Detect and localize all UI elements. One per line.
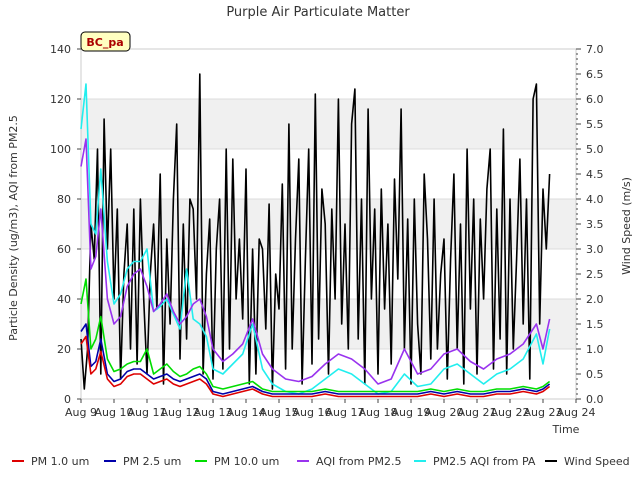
x-tick-label: Aug 21 <box>458 406 497 419</box>
site-badge: BC_pa <box>80 31 131 52</box>
y-tick-label: 0 <box>64 393 71 406</box>
y-tick-label: 80 <box>57 193 71 206</box>
series-line-pm2-5-aqi-from-pa <box>80 83 551 395</box>
y-tick-label: 40 <box>57 293 71 306</box>
y2-tick-label: 5.5 <box>586 118 604 131</box>
y2-tick-label: 1.5 <box>586 318 604 331</box>
x-axis-label: Time <box>552 423 580 436</box>
x-tick-label: Aug 20 <box>425 406 464 419</box>
y-tick-label: 120 <box>50 93 71 106</box>
legend-item: PM 10.0 um <box>195 455 279 468</box>
x-tick-label: Aug 15 <box>260 406 299 419</box>
y-tick-label: 140 <box>50 43 71 56</box>
y2-tick-label: 1.0 <box>586 343 604 356</box>
series-line-pm-1-0-um <box>80 335 551 398</box>
y2-tick-label: 3.0 <box>586 243 604 256</box>
legend-label: PM 2.5 um <box>123 455 181 468</box>
y2-tick-label: 2.0 <box>586 293 604 306</box>
background-band <box>81 199 576 249</box>
series-layer <box>80 73 551 398</box>
series-line-wind-speed <box>80 73 551 390</box>
legend-item: PM 1.0 um <box>12 455 89 468</box>
y2-tick-label: 4.5 <box>586 168 604 181</box>
x-tick-label: Aug 22 <box>491 406 530 419</box>
y-tick-label: 100 <box>50 143 71 156</box>
x-tick-label: Aug 16 <box>293 406 332 419</box>
y2-tick-label: 6.5 <box>586 68 604 81</box>
y2-tick-label: 2.5 <box>586 268 604 281</box>
legend-label: AQI from PM2.5 <box>316 455 401 468</box>
legend-item: Wind Speed <box>545 455 630 468</box>
x-tick-label: Aug 24 <box>557 406 596 419</box>
series-line-pm-10-0-um <box>80 278 551 393</box>
background-bands <box>81 99 576 349</box>
y2-tick-label: 6.0 <box>586 93 604 106</box>
x-tick-label: Aug 23 <box>524 406 563 419</box>
y2-tick-label: 0.0 <box>586 393 604 406</box>
legend-label: PM 10.0 um <box>214 455 279 468</box>
y2-tick-label: 7.0 <box>586 43 604 56</box>
x-tick-label: Aug 11 <box>128 406 167 419</box>
x-tick-label: Aug 18 <box>359 406 398 419</box>
y2-tick-label: 0.5 <box>586 368 604 381</box>
background-band <box>81 99 576 149</box>
x-tick-label: Aug 9 <box>65 406 97 419</box>
legend-label: PM2.5 AQI from PA <box>433 455 536 468</box>
x-tick-label: Aug 19 <box>392 406 431 419</box>
legend-label: PM 1.0 um <box>31 455 89 468</box>
x-tick-label: Aug 10 <box>95 406 134 419</box>
chart-title: Purple Air Particulate Matter <box>226 5 410 20</box>
y2-axis-label: Wind Speed (m/s) <box>620 177 633 275</box>
y-axis-left: 0 20 40 60 80 100 120 140 <box>50 43 81 406</box>
x-tick-label: Aug 13 <box>194 406 233 419</box>
series-line-aqi-from-pm2-5 <box>80 138 551 385</box>
series-line-pm-2-5-um <box>80 323 551 395</box>
y-axis-right: 0.0 0.5 1.0 1.5 2.0 2.5 3.0 3.5 4.0 4.5 5.0 5.5 6.0 6… <box>576 43 604 406</box>
legend-item: PM2.5 AQI from PA <box>414 455 536 468</box>
legend-item: AQI from PM2.5 <box>297 455 401 468</box>
site-badge-label: BC_pa <box>86 36 123 49</box>
x-tick-label: Aug 17 <box>326 406 365 419</box>
y-axis-label: Particle Density (ug/m3), AQI from PM2.5 <box>7 115 20 341</box>
x-tick-label: Aug 12 <box>161 406 200 419</box>
y2-tick-label: 5.0 <box>586 143 604 156</box>
legend-label: Wind Speed <box>564 455 630 468</box>
legend: PM 1.0 um PM 2.5 um PM 10.0 um AQI from PM2… <box>12 455 630 468</box>
x-tick-label: Aug 14 <box>227 406 266 419</box>
y-tick-label: 60 <box>57 243 71 256</box>
y2-tick-label: 4.0 <box>586 193 604 206</box>
y-tick-label: 20 <box>57 343 71 356</box>
y2-tick-label: 3.5 <box>586 218 604 231</box>
legend-item: PM 2.5 um <box>104 455 181 468</box>
